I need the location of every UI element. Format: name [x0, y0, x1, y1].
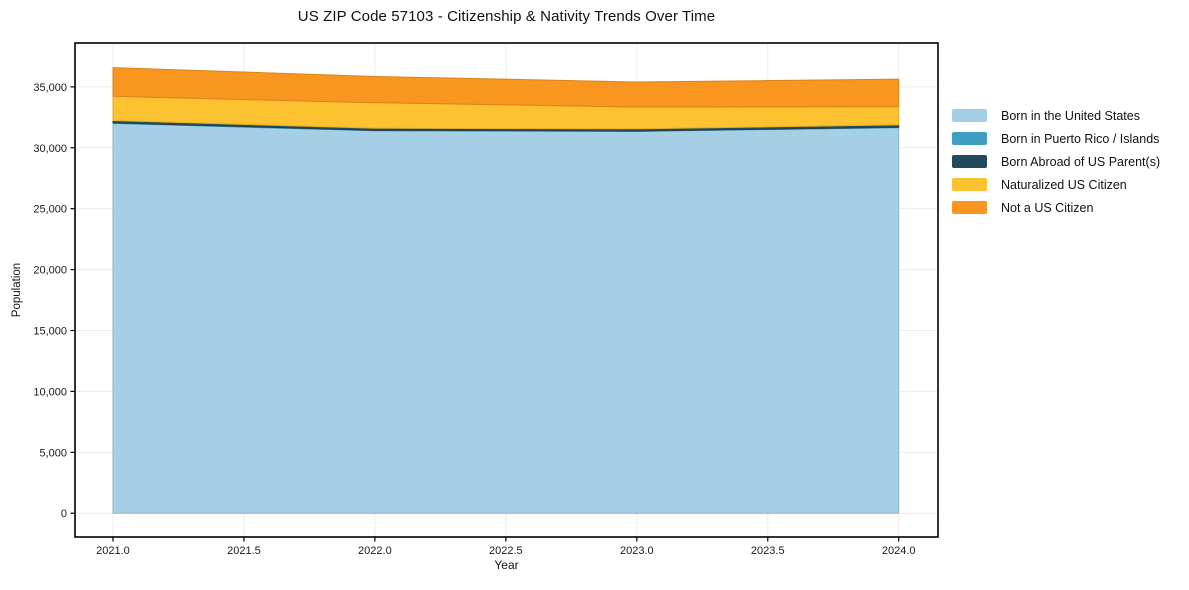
x-tick-label: 2024.0 [882, 545, 916, 557]
x-tick-label: 2023.5 [751, 545, 785, 557]
y-tick-label: 30,000 [33, 143, 67, 155]
y-axis-label: Population [11, 262, 23, 318]
legend-row: Born in the United States [952, 104, 1160, 127]
x-tick-label: 2022.0 [358, 545, 392, 557]
plot-border [74, 42, 939, 538]
y-tick-label: 5,000 [39, 447, 67, 459]
y-tick-label: 15,000 [33, 326, 67, 338]
y-tick-label: 20,000 [33, 265, 67, 277]
legend-swatch [952, 178, 987, 191]
x-tick-label: 2022.5 [489, 545, 523, 557]
y-tick-label: 10,000 [33, 386, 67, 398]
legend-swatch [952, 132, 987, 145]
x-tick-label: 2021.5 [227, 545, 261, 557]
legend-row: Born Abroad of US Parent(s) [952, 150, 1160, 173]
legend-label: Born in Puerto Rico / Islands [1001, 131, 1160, 146]
legend-row: Not a US Citizen [952, 196, 1160, 219]
area-not-a-us-citizen [112, 67, 900, 108]
legend-row: Born in Puerto Rico / Islands [952, 127, 1160, 150]
y-tick-label: 25,000 [33, 204, 67, 216]
legend-swatch [952, 201, 987, 214]
y-tick-label: 35,000 [33, 82, 67, 94]
legend-swatch [952, 109, 987, 122]
legend-row: Naturalized US Citizen [952, 173, 1160, 196]
legend-label: Naturalized US Citizen [1001, 177, 1127, 192]
legend-label: Born in the United States [1001, 108, 1140, 123]
legend-label: Not a US Citizen [1001, 200, 1094, 215]
x-axis-label: Year [494, 558, 519, 572]
x-tick-label: 2023.0 [620, 545, 654, 557]
legend: Born in the United States Born in Puerto … [952, 104, 1160, 219]
chart-title: US ZIP Code 57103 - Citizenship & Nativi… [297, 8, 716, 25]
legend-label: Born Abroad of US Parent(s) [1001, 154, 1161, 169]
y-tick-label: 0 [61, 508, 67, 520]
legend-swatch [952, 155, 987, 168]
x-tick-label: 2021.0 [96, 545, 130, 557]
area-born-in-the-united-states [112, 122, 900, 514]
